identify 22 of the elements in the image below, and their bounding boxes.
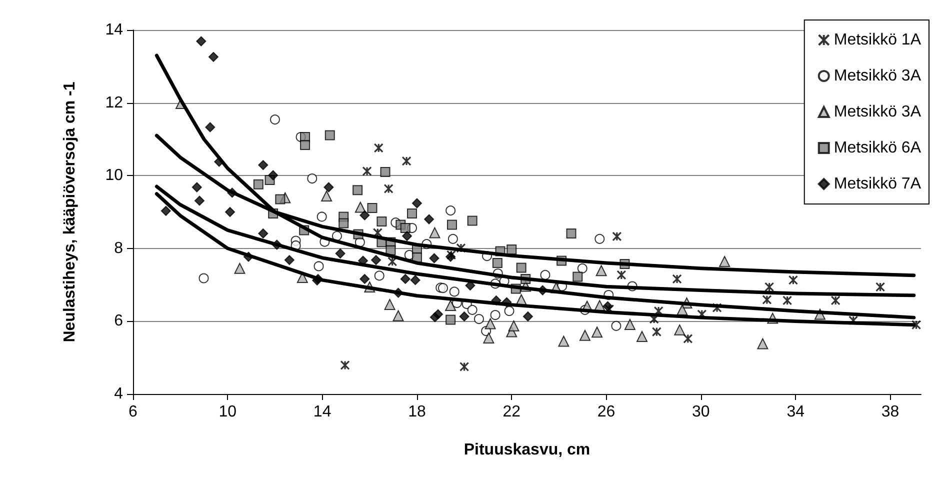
x-tick-label: 30 bbox=[692, 404, 710, 420]
y-tick-label: 10 bbox=[105, 167, 124, 184]
y-axis-title: Neulastiheys, kääpiöversoja cm -1 bbox=[62, 82, 78, 342]
y-tick-label: 12 bbox=[105, 94, 124, 112]
y-tick-label: 14 bbox=[105, 22, 124, 38]
x-tick-label: 26 bbox=[597, 404, 616, 420]
legend-label: Metsikkö 6A bbox=[834, 140, 922, 156]
legend-label: Metsikkö 1A bbox=[834, 32, 922, 48]
x-tick-label: 34 bbox=[786, 404, 805, 420]
legend-label: Metsikkö 7A bbox=[834, 176, 922, 192]
x-tick-label: 6 bbox=[128, 404, 138, 420]
y-tick-label: 8 bbox=[114, 240, 124, 257]
x-tick-label: 22 bbox=[502, 404, 521, 420]
x-tick-label: 10 bbox=[218, 404, 237, 420]
x-axis-title: Pituuskasvu, cm bbox=[464, 442, 590, 458]
y-tick-label: 6 bbox=[114, 312, 124, 330]
y-tick-label: 4 bbox=[114, 386, 124, 402]
legend-label: Metsikkö 3A bbox=[834, 104, 922, 120]
legend-label: Metsikkö 3A bbox=[834, 68, 922, 84]
x-tick-label: 14 bbox=[313, 404, 332, 420]
x-tick-label: 18 bbox=[408, 404, 426, 420]
x-tick-label: 38 bbox=[881, 404, 900, 420]
